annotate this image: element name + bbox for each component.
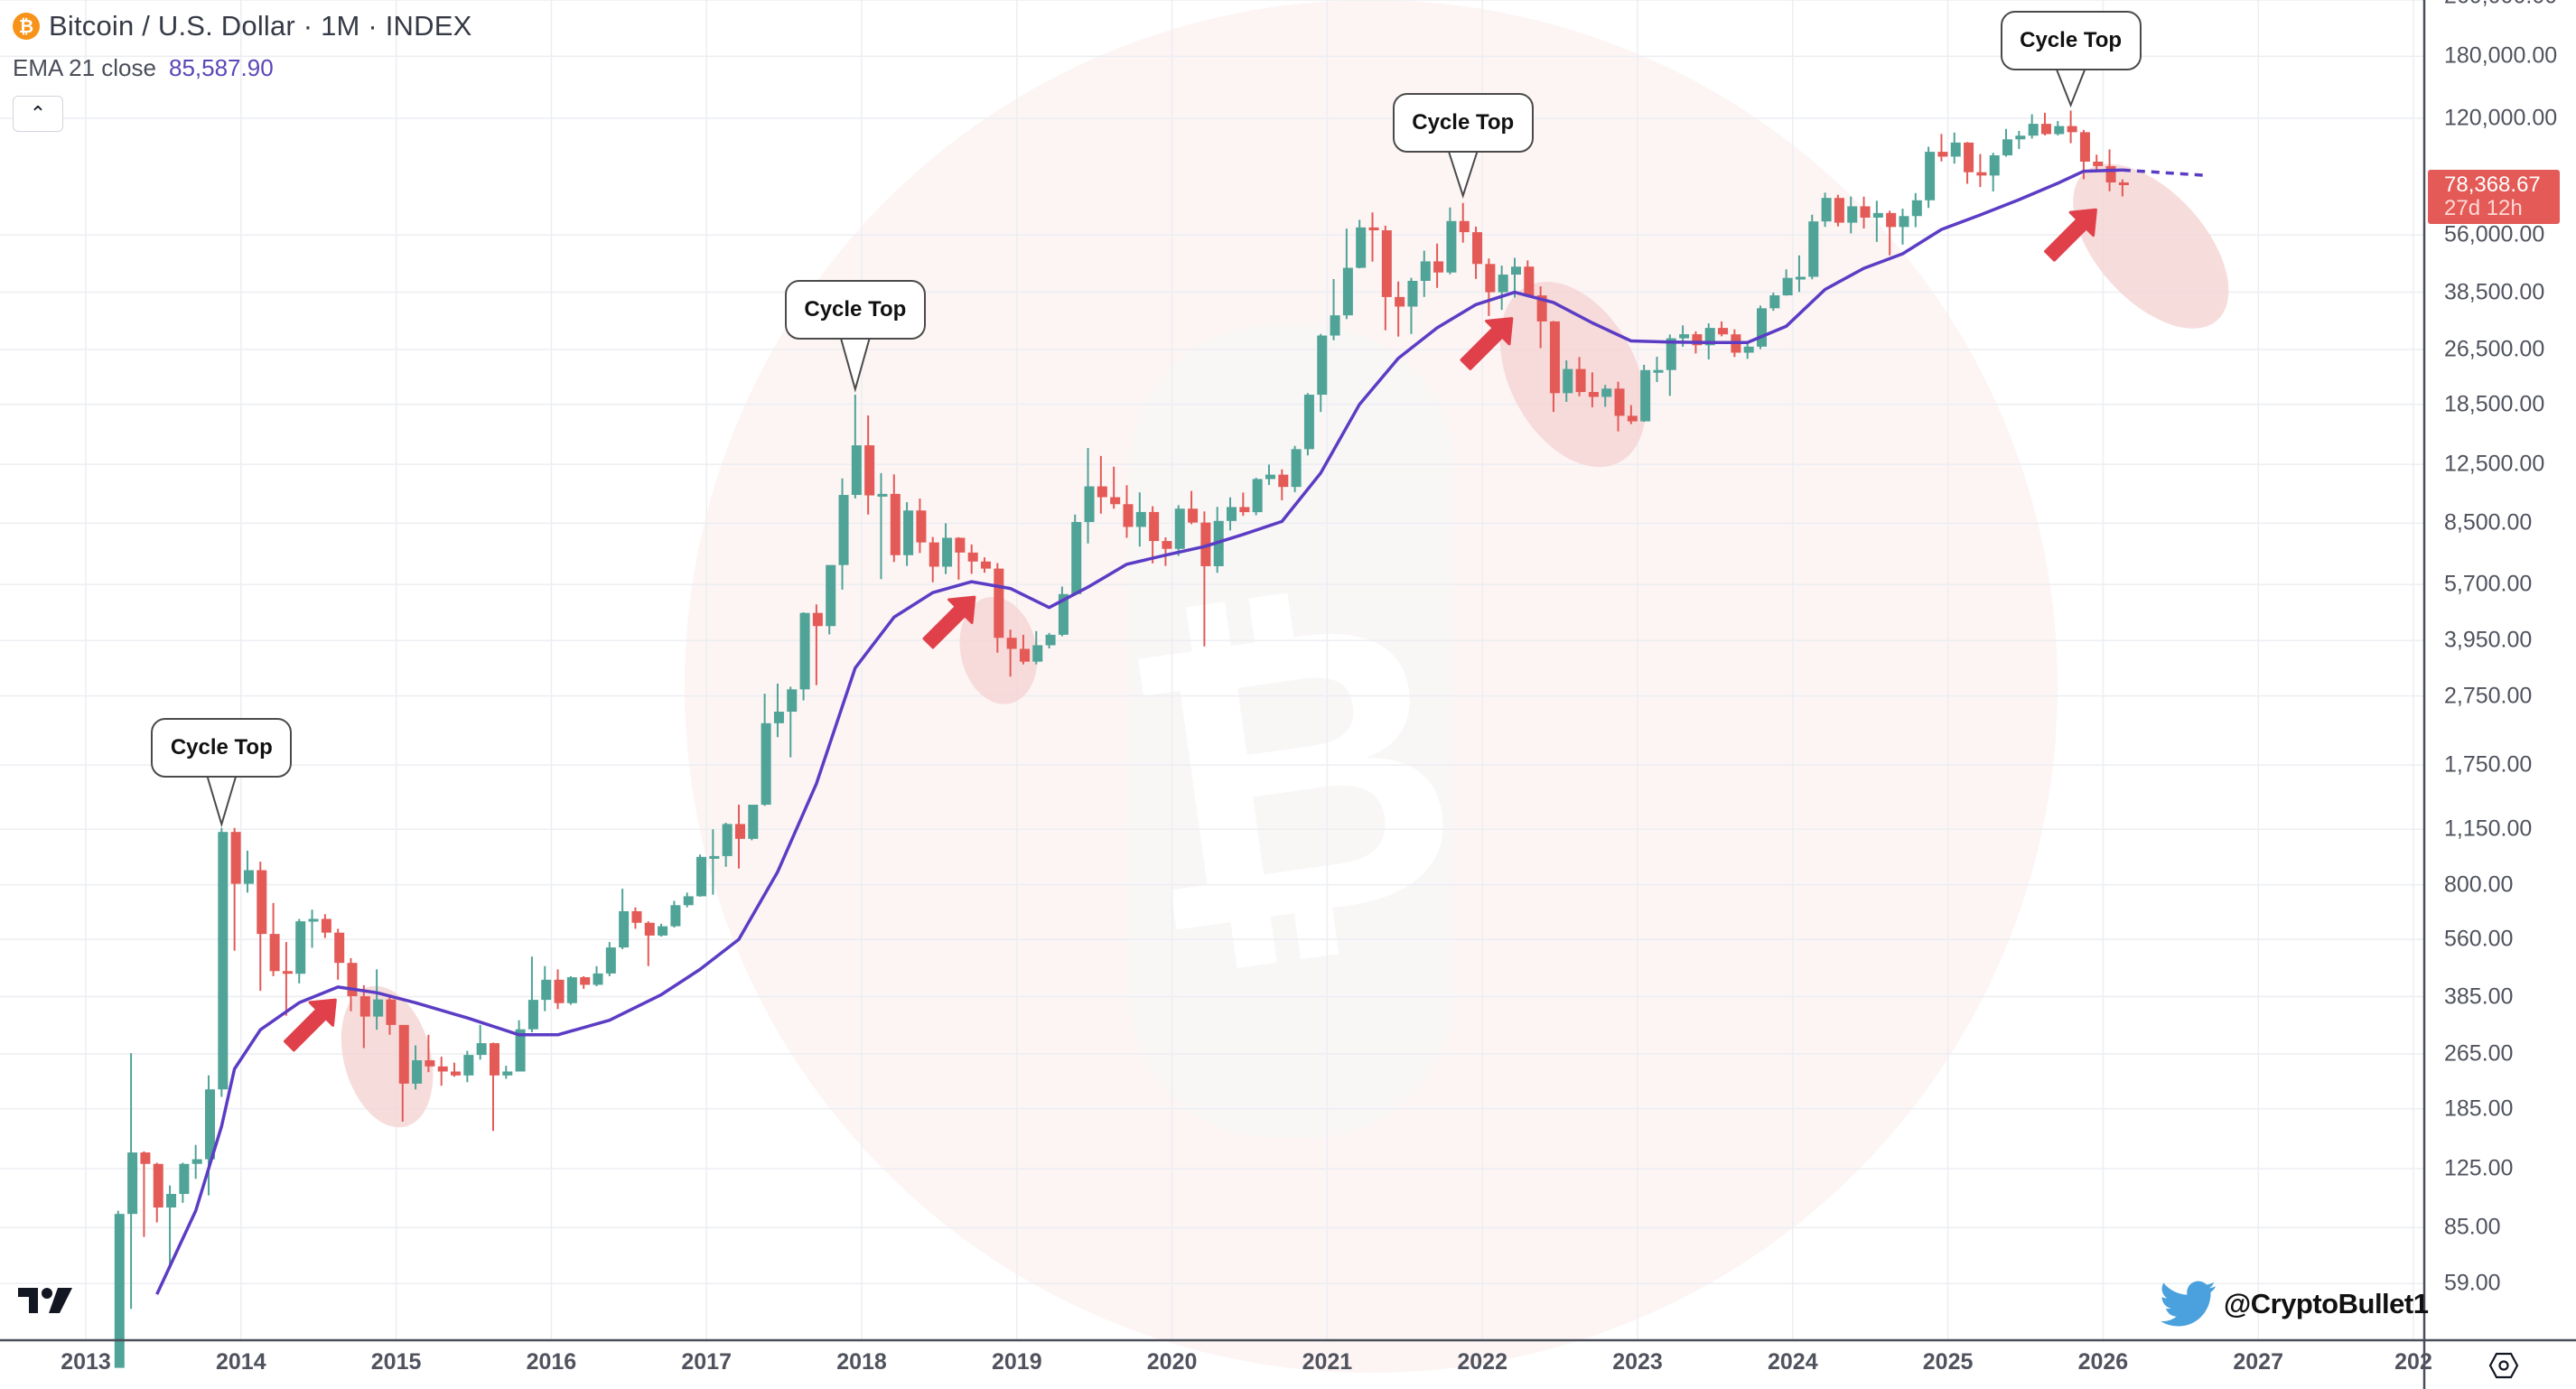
time-axis-label: 2020 [1146,1349,1198,1375]
breakdown-arrows [283,208,2097,1052]
time-axis-label: 2025 [1922,1349,1974,1375]
twitter-handle: @CryptoBullet1 [2224,1288,2429,1319]
price-axis-label: 180,000.00 [2444,42,2558,69]
price-axis-label: 1,150.00 [2444,816,2533,842]
chevron-up-icon: ⌃ [29,102,47,126]
current-price-value: 78,368.67 [2444,172,2541,197]
time-axis-label: 2027 [2233,1349,2283,1375]
callout-pointers [206,68,2086,828]
twitter-bird-icon [2161,1281,2216,1327]
time-axis-label: 2016 [526,1349,577,1375]
price-axis-label: 59.00 [2444,1270,2501,1296]
bar-countdown: 27d 12h [2444,196,2523,220]
price-axis-label: 265.00 [2444,1040,2514,1067]
settings-hexagon-icon [2488,1352,2519,1379]
time-axis-label: 2014 [215,1349,266,1375]
ema-indicator-legend[interactable]: EMA 21 close 85,587.90 [13,52,471,83]
price-axis-label: 3,950.00 [2444,627,2533,653]
callout-label: Cycle Top [784,280,926,340]
time-axis-label: 202 [2394,1349,2432,1375]
time-axis-label: 2015 [370,1349,422,1375]
price-axis-label: 8,500.00 [2444,509,2533,536]
callout-label: Cycle Top [2000,11,2142,70]
price-axis-label: 800.00 [2444,872,2514,898]
price-axis-label: 85.00 [2444,1214,2501,1240]
callout-label: Cycle Top [151,718,293,778]
price-axis-label: 18,500.00 [2444,391,2545,417]
bitcoin-icon: ₿ [13,13,40,40]
candlestick-series [114,110,2129,1368]
collapse-legend-button[interactable]: ⌃ [13,96,63,132]
price-axis-label: 125.00 [2444,1155,2514,1181]
price-axis-label: 185.00 [2444,1095,2514,1122]
price-axis-label: 26,500.00 [2444,336,2545,362]
price-axis[interactable]: 260,000.00 180,000.00 120,000.00 56,000.00 3… [2424,0,2576,1340]
price-axis-label: 1,750.00 [2444,751,2533,778]
price-axis-label: 56,000.00 [2444,221,2545,247]
ema-line [155,168,2207,1295]
tradingview-logo-icon[interactable] [18,1286,74,1319]
twitter-attribution: @CryptoBullet1 [2161,1281,2429,1328]
time-axis-label: 2017 [681,1349,732,1375]
price-axis-label: 120,000.00 [2444,105,2558,131]
time-axis-label: 2023 [1612,1349,1663,1375]
ema-indicator-value: 85,587.90 [168,53,274,81]
time-axis-label: 2018 [836,1349,887,1375]
time-axis-label: 2026 [2077,1349,2129,1375]
svg-text:₿: ₿ [1099,524,1484,1027]
price-axis-label: 38,500.00 [2444,279,2545,305]
chart-settings-button[interactable] [2486,1347,2522,1384]
callout-label: Cycle Top [1392,93,1534,153]
ema-indicator-label: EMA 21 close [13,53,156,81]
price-axis-label: 260,000.00 [2444,0,2557,10]
price-axis-label: 560.00 [2444,926,2514,952]
time-axis-label: 2024 [1767,1349,1818,1375]
time-axis[interactable]: 2013 2014 2015 2016 2017 2018 2019 2020 2021 2022… [0,1340,2432,1389]
price-axis-label: 2,750.00 [2444,683,2533,709]
price-axis-label: 5,700.00 [2444,571,2533,597]
time-axis-label: 2013 [61,1349,111,1375]
current-price-tag: 78,368.67 27d 12h [2428,170,2560,224]
symbol-title-row[interactable]: ₿ Bitcoin / U.S. Dollar · 1M · INDEX [13,5,471,47]
symbol-title: Bitcoin / U.S. Dollar · 1M · INDEX [49,10,472,42]
price-axis-label: 385.00 [2444,983,2514,1010]
price-axis-label: 12,500.00 [2444,451,2545,477]
time-axis-label: 2021 [1302,1349,1353,1375]
time-axis-label: 2022 [1457,1349,1507,1375]
time-axis-label: 2019 [991,1349,1042,1375]
chart-legend: ₿ Bitcoin / U.S. Dollar · 1M · INDEX EMA… [13,5,471,132]
